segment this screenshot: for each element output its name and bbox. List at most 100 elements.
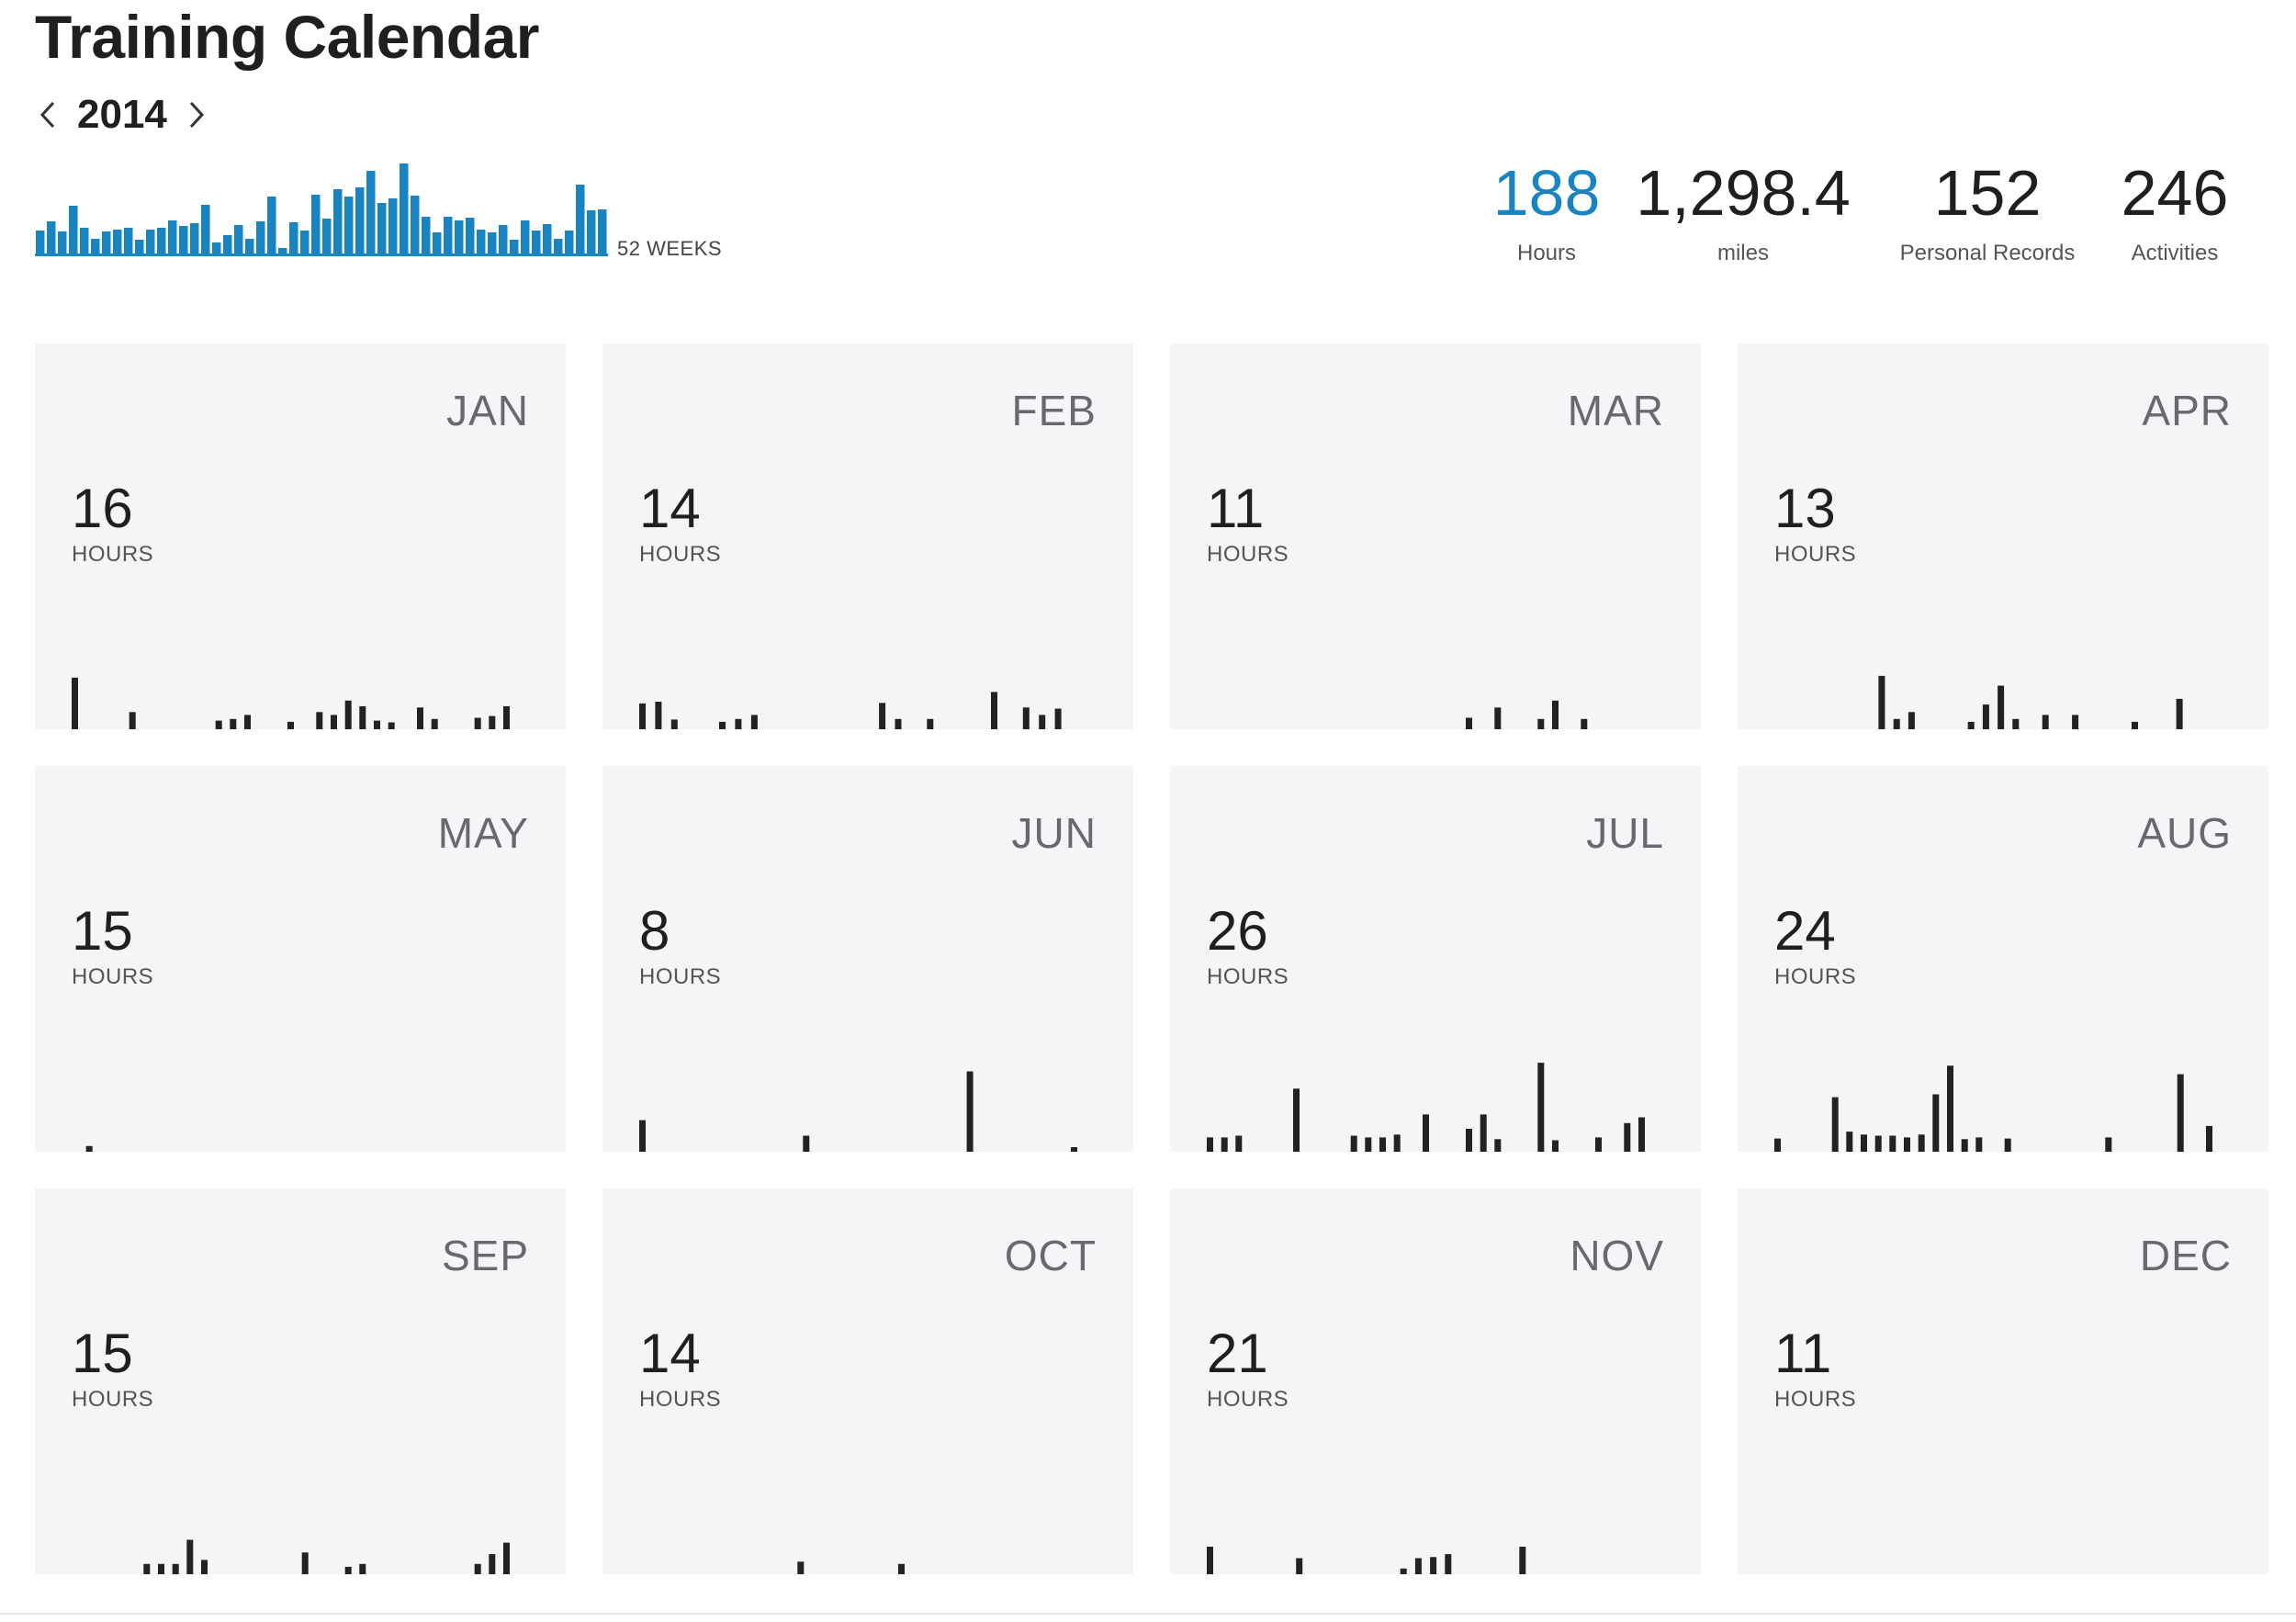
daily-bar[interactable] bbox=[215, 720, 222, 729]
weekly-bar[interactable] bbox=[333, 189, 343, 253]
daily-bar[interactable] bbox=[186, 1539, 194, 1575]
daily-bar[interactable] bbox=[1774, 1138, 1781, 1152]
daily-bar[interactable] bbox=[201, 1560, 208, 1574]
daily-bar[interactable] bbox=[72, 677, 78, 729]
weekly-bar[interactable] bbox=[223, 235, 232, 253]
daily-bar[interactable] bbox=[503, 1542, 510, 1574]
daily-bar[interactable] bbox=[316, 712, 323, 729]
weekly-bar[interactable] bbox=[499, 225, 508, 253]
daily-bar[interactable] bbox=[1400, 1568, 1407, 1574]
daily-bar[interactable] bbox=[1235, 1135, 1243, 1153]
weekly-bar[interactable] bbox=[411, 196, 420, 253]
daily-bar[interactable] bbox=[359, 706, 366, 729]
daily-bar[interactable] bbox=[85, 1145, 93, 1152]
daily-bar[interactable] bbox=[1039, 715, 1046, 729]
chevron-left-icon[interactable] bbox=[31, 96, 64, 133]
daily-bar[interactable] bbox=[1430, 1557, 1437, 1574]
weekly-bar[interactable] bbox=[179, 226, 188, 253]
daily-bar[interactable] bbox=[331, 715, 337, 729]
weekly-bar[interactable] bbox=[146, 230, 155, 253]
weekly-bar[interactable] bbox=[400, 163, 409, 253]
weekly-bar[interactable] bbox=[466, 218, 475, 253]
daily-bar[interactable] bbox=[1350, 1135, 1357, 1153]
daily-bar[interactable] bbox=[2012, 718, 2020, 729]
daily-bar[interactable] bbox=[1893, 718, 1900, 729]
daily-bar[interactable] bbox=[2004, 1138, 2011, 1152]
daily-bar[interactable] bbox=[1581, 718, 1588, 729]
daily-bar[interactable] bbox=[172, 1563, 179, 1574]
weekly-bar[interactable] bbox=[477, 230, 486, 253]
daily-bar[interactable] bbox=[244, 715, 251, 729]
daily-bar[interactable] bbox=[1022, 707, 1030, 729]
daily-bar[interactable] bbox=[1519, 1547, 1526, 1574]
daily-bar[interactable] bbox=[143, 1563, 151, 1574]
daily-bar[interactable] bbox=[1293, 1088, 1300, 1152]
daily-bar[interactable] bbox=[655, 702, 662, 729]
weekly-bar[interactable] bbox=[388, 198, 398, 253]
daily-bar[interactable] bbox=[344, 1566, 352, 1574]
weekly-bar[interactable] bbox=[532, 231, 541, 253]
month-card-feb[interactable]: FEB 14 HOURS bbox=[602, 344, 1133, 729]
weekly-bar[interactable] bbox=[455, 220, 464, 253]
daily-bar[interactable] bbox=[1932, 1094, 1940, 1153]
daily-bar[interactable] bbox=[670, 719, 678, 729]
daily-bar[interactable] bbox=[1414, 1558, 1422, 1575]
month-card-sep[interactable]: SEP 15 HOURS bbox=[35, 1188, 566, 1574]
weekly-bar[interactable] bbox=[201, 205, 210, 253]
month-card-dec[interactable]: DEC 11 HOURS bbox=[1738, 1188, 2268, 1574]
daily-bar[interactable] bbox=[1221, 1137, 1228, 1152]
daily-bar[interactable] bbox=[895, 718, 902, 729]
daily-bar[interactable] bbox=[1975, 1137, 1983, 1152]
month-card-jan[interactable]: JAN 16 HOURS bbox=[35, 344, 566, 729]
weekly-bar[interactable] bbox=[212, 242, 221, 253]
daily-bar[interactable] bbox=[735, 718, 742, 729]
weekly-bar[interactable] bbox=[267, 197, 276, 253]
daily-bar[interactable] bbox=[1445, 1554, 1452, 1574]
daily-bar[interactable] bbox=[750, 715, 758, 729]
weekly-bar[interactable] bbox=[102, 231, 111, 253]
weekly-bar[interactable] bbox=[565, 231, 574, 253]
month-card-oct[interactable]: OCT 14 HOURS bbox=[602, 1188, 1133, 1574]
daily-bar[interactable] bbox=[1967, 721, 1975, 729]
weekly-bar[interactable] bbox=[278, 248, 287, 253]
daily-bar[interactable] bbox=[1846, 1132, 1853, 1152]
daily-bar[interactable] bbox=[158, 1563, 164, 1574]
weekly-bar[interactable] bbox=[322, 219, 332, 253]
daily-bar[interactable] bbox=[1831, 1097, 1839, 1152]
daily-bar[interactable] bbox=[230, 718, 237, 729]
daily-bar[interactable] bbox=[1537, 718, 1545, 729]
daily-bar[interactable] bbox=[1393, 1134, 1401, 1152]
daily-bar[interactable] bbox=[1494, 1139, 1502, 1152]
daily-bar[interactable] bbox=[1207, 1547, 1213, 1574]
daily-bar[interactable] bbox=[639, 703, 646, 729]
weekly-bar[interactable] bbox=[543, 224, 552, 253]
daily-bar[interactable] bbox=[2177, 1074, 2184, 1152]
daily-bar[interactable] bbox=[991, 692, 997, 729]
daily-bar[interactable] bbox=[359, 1563, 366, 1574]
daily-bar[interactable] bbox=[1947, 1065, 1953, 1152]
weekly-bar[interactable] bbox=[289, 222, 298, 253]
daily-bar[interactable] bbox=[1961, 1139, 1968, 1152]
weekly-bar[interactable] bbox=[69, 206, 78, 253]
daily-bar[interactable] bbox=[1054, 708, 1062, 730]
weekly-bar[interactable] bbox=[124, 228, 133, 253]
daily-bar[interactable] bbox=[344, 700, 352, 729]
daily-bar[interactable] bbox=[1624, 1122, 1631, 1152]
weekly-bar[interactable] bbox=[36, 231, 45, 253]
daily-bar[interactable] bbox=[966, 1071, 974, 1153]
weekly-bar[interactable] bbox=[80, 228, 89, 253]
daily-bar[interactable] bbox=[797, 1561, 805, 1574]
daily-bar[interactable] bbox=[927, 718, 934, 729]
daily-bar[interactable] bbox=[1904, 1137, 1910, 1152]
daily-bar[interactable] bbox=[1494, 707, 1502, 729]
weekly-hours-chart[interactable] bbox=[35, 158, 608, 257]
weekly-bar[interactable] bbox=[47, 221, 56, 253]
month-card-mar[interactable]: MAR 11 HOURS bbox=[1170, 344, 1701, 729]
weekly-bar[interactable] bbox=[245, 239, 254, 253]
daily-bar[interactable] bbox=[129, 712, 136, 729]
weekly-bar[interactable] bbox=[444, 217, 453, 253]
weekly-bar[interactable] bbox=[355, 187, 365, 253]
daily-bar[interactable] bbox=[1878, 675, 1885, 729]
month-card-nov[interactable]: NOV 21 HOURS bbox=[1170, 1188, 1701, 1574]
daily-bar[interactable] bbox=[503, 706, 510, 729]
